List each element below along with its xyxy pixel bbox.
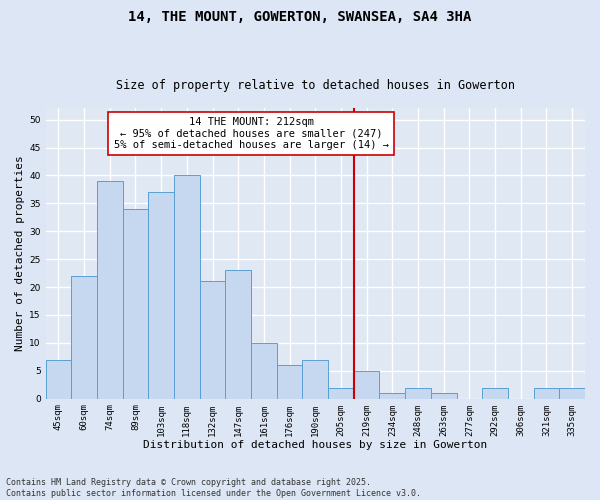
Bar bbox=[251, 343, 277, 398]
Bar bbox=[200, 282, 226, 399]
Bar bbox=[533, 388, 559, 398]
Text: 14, THE MOUNT, GOWERTON, SWANSEA, SA4 3HA: 14, THE MOUNT, GOWERTON, SWANSEA, SA4 3H… bbox=[128, 10, 472, 24]
Bar bbox=[46, 360, 71, 399]
Bar bbox=[354, 371, 379, 398]
Bar bbox=[148, 192, 174, 398]
Bar bbox=[97, 181, 122, 398]
Text: Contains HM Land Registry data © Crown copyright and database right 2025.
Contai: Contains HM Land Registry data © Crown c… bbox=[6, 478, 421, 498]
Bar bbox=[226, 270, 251, 398]
Text: 14 THE MOUNT: 212sqm
← 95% of detached houses are smaller (247)
5% of semi-detac: 14 THE MOUNT: 212sqm ← 95% of detached h… bbox=[113, 117, 389, 150]
Bar bbox=[174, 176, 200, 398]
Bar bbox=[122, 209, 148, 398]
Bar bbox=[302, 360, 328, 399]
Bar bbox=[277, 365, 302, 398]
Bar bbox=[71, 276, 97, 398]
Y-axis label: Number of detached properties: Number of detached properties bbox=[15, 156, 25, 352]
Bar bbox=[379, 393, 405, 398]
Title: Size of property relative to detached houses in Gowerton: Size of property relative to detached ho… bbox=[116, 79, 515, 92]
Bar bbox=[405, 388, 431, 398]
X-axis label: Distribution of detached houses by size in Gowerton: Distribution of detached houses by size … bbox=[143, 440, 487, 450]
Bar bbox=[559, 388, 585, 398]
Bar bbox=[431, 393, 457, 398]
Bar bbox=[328, 388, 354, 398]
Bar bbox=[482, 388, 508, 398]
